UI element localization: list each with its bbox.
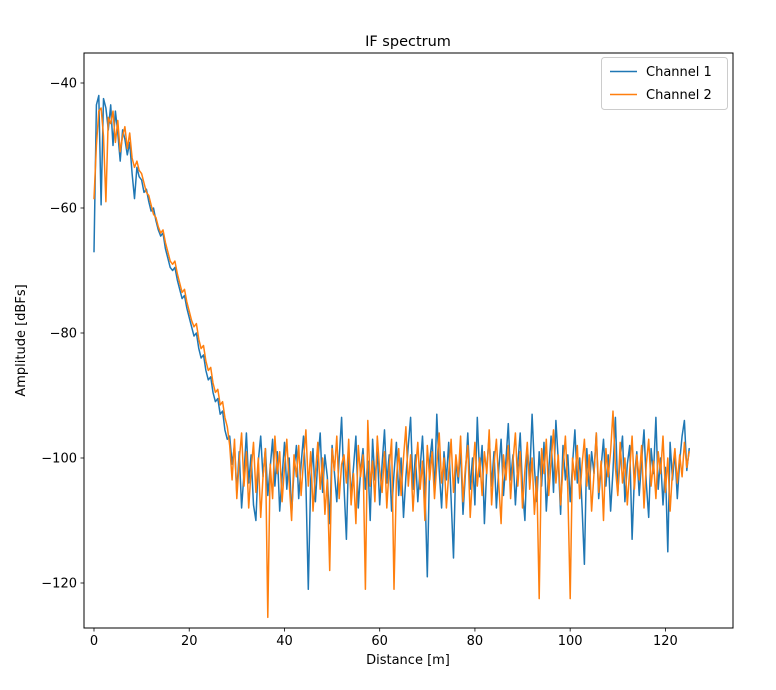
y-tick-label: −120: [41, 577, 77, 592]
y-axis-label: Amplitude [dBFs]: [14, 284, 29, 396]
chart-title: IF spectrum: [365, 34, 451, 50]
ticks-layer: 0 20 40 60 80 100 120 −120 −100 −80 −60 −40: [41, 77, 678, 650]
legend: Channel 1 Channel 2: [601, 57, 728, 110]
series-line-channel-2: [93, 107, 690, 619]
y-tick-label: −80: [50, 327, 77, 342]
y-tick-label: −40: [50, 77, 77, 92]
series-layer: [93, 94, 690, 619]
x-tick-label: 120: [653, 634, 678, 649]
series-line-channel-1: [93, 94, 690, 591]
legend-entry-channel-1: Channel 1: [610, 65, 712, 80]
y-tick-label: −60: [50, 202, 77, 217]
x-tick-label: 100: [558, 634, 583, 649]
y-tick-label: −100: [41, 452, 77, 467]
legend-label-channel-1: Channel 1: [646, 65, 712, 80]
x-tick-label: 0: [90, 634, 98, 649]
x-axis-label: Distance [m]: [366, 653, 450, 668]
axes-frame: [83, 52, 734, 629]
x-tick-label: 40: [276, 634, 293, 649]
legend-frame: [601, 57, 728, 110]
x-tick-label: 80: [467, 634, 484, 649]
x-tick-label: 20: [181, 634, 198, 649]
x-tick-label: 60: [371, 634, 388, 649]
legend-label-channel-2: Channel 2: [646, 88, 712, 103]
legend-entry-channel-2: Channel 2: [610, 88, 712, 103]
